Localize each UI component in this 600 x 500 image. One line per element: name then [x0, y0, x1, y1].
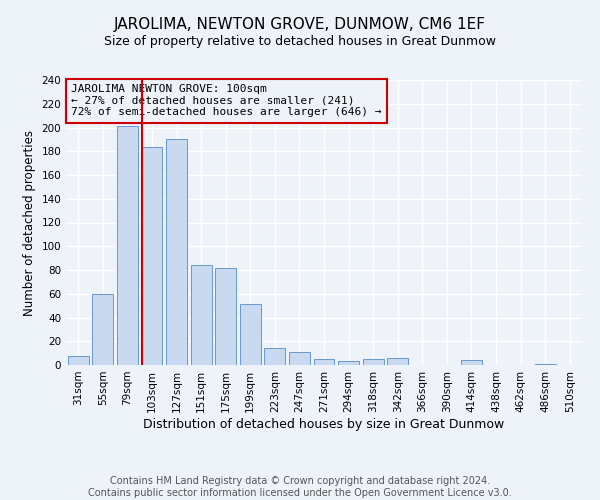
Text: Size of property relative to detached houses in Great Dunmow: Size of property relative to detached ho… — [104, 35, 496, 48]
Text: Contains HM Land Registry data © Crown copyright and database right 2024.
Contai: Contains HM Land Registry data © Crown c… — [88, 476, 512, 498]
Bar — [535, 364, 556, 365]
Bar — [265, 348, 286, 365]
Bar — [461, 360, 482, 365]
Bar — [314, 359, 334, 365]
Text: JAROLIMA NEWTON GROVE: 100sqm
← 27% of detached houses are smaller (241)
72% of : JAROLIMA NEWTON GROVE: 100sqm ← 27% of d… — [71, 84, 382, 117]
Bar — [142, 146, 163, 365]
Bar — [117, 126, 138, 365]
Bar — [362, 359, 383, 365]
Bar — [166, 140, 187, 365]
Bar — [191, 265, 212, 365]
Bar — [92, 294, 113, 365]
Bar — [240, 304, 261, 365]
Text: JAROLIMA, NEWTON GROVE, DUNMOW, CM6 1EF: JAROLIMA, NEWTON GROVE, DUNMOW, CM6 1EF — [114, 18, 486, 32]
Bar — [387, 358, 408, 365]
Bar — [289, 352, 310, 365]
Bar — [338, 362, 359, 365]
Y-axis label: Number of detached properties: Number of detached properties — [23, 130, 36, 316]
Bar — [215, 268, 236, 365]
Bar — [68, 356, 89, 365]
X-axis label: Distribution of detached houses by size in Great Dunmow: Distribution of detached houses by size … — [143, 418, 505, 430]
